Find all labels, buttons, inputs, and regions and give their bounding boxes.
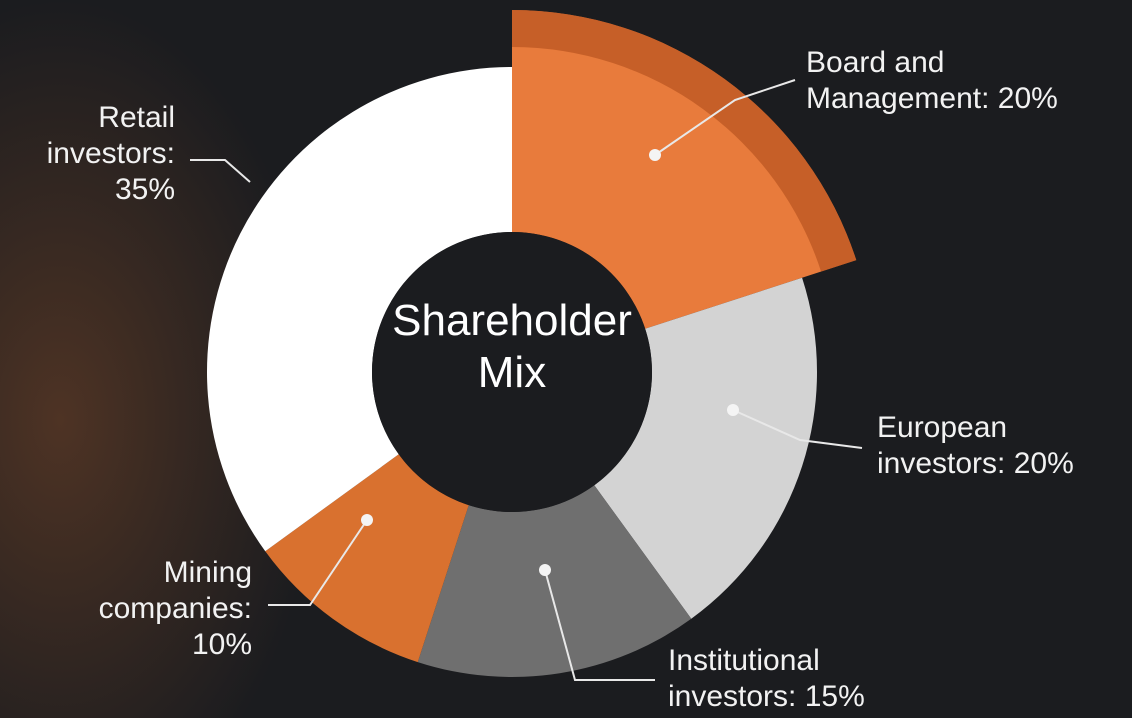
slice-label: Retail investors: 35% bbox=[46, 101, 175, 206]
leader-line bbox=[654, 79, 796, 156]
slice-rim bbox=[512, 10, 857, 272]
leader-line bbox=[268, 519, 368, 606]
leader-dot bbox=[649, 149, 661, 161]
leader-line bbox=[544, 569, 655, 681]
donut-slice bbox=[206, 67, 512, 552]
chart-title: Shareholder Mix bbox=[392, 296, 632, 397]
donut-hole bbox=[372, 232, 652, 512]
leader-line bbox=[190, 159, 251, 183]
donut-slice bbox=[512, 10, 857, 329]
donut-slice bbox=[594, 277, 817, 619]
leader-dot bbox=[539, 564, 551, 576]
leader-dot bbox=[727, 404, 739, 416]
donut-slice bbox=[417, 485, 692, 678]
slice-label: Board and Management: 20% bbox=[806, 46, 1058, 115]
leader-dot bbox=[361, 514, 373, 526]
slice-label: Mining companies: 10% bbox=[98, 556, 252, 661]
slice-label: European investors: 20% bbox=[877, 411, 1074, 480]
slice-label: Institutional investors: 15% bbox=[668, 644, 865, 713]
leader-line bbox=[732, 409, 863, 449]
donut-slice bbox=[265, 454, 469, 663]
